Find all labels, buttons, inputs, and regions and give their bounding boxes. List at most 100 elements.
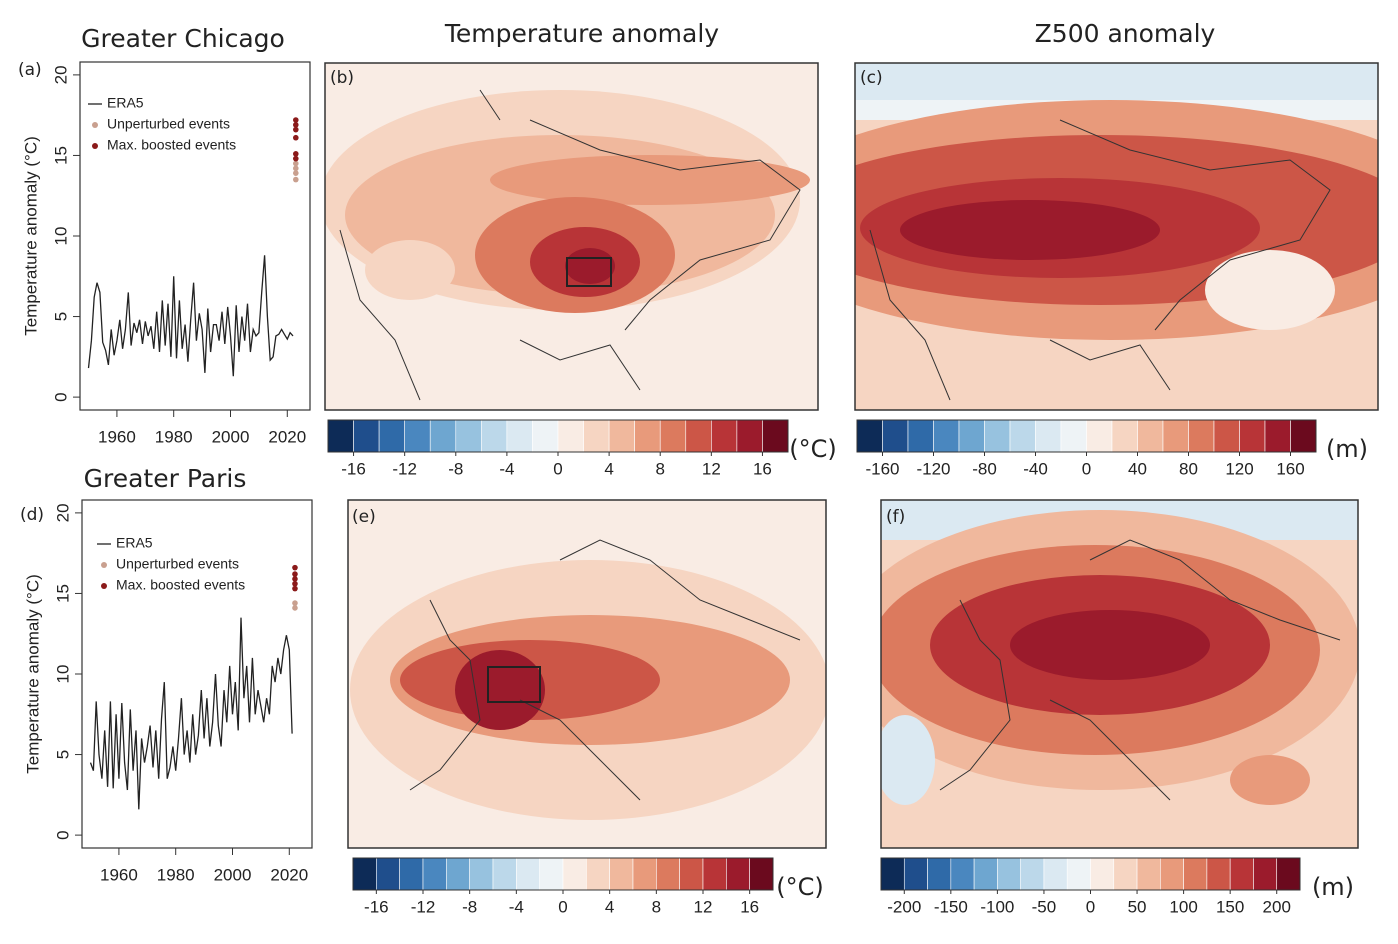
colorbar-bin: [446, 857, 470, 891]
x-tick-label: 2000: [212, 427, 250, 446]
colorbar-bin: [557, 419, 584, 453]
colorbar-tick-label: 40: [1128, 459, 1147, 478]
colorbar-bin: [1111, 419, 1138, 453]
colorbar-tick-label: -100: [980, 897, 1014, 916]
colorbar-bin: [984, 419, 1011, 453]
colorbar-bin: [532, 419, 559, 453]
map-z500-chicago: [855, 63, 1378, 410]
colorbar-bin: [492, 857, 517, 891]
colorbar-bin: [634, 419, 661, 453]
panel-label: (e): [352, 507, 376, 527]
colorbar-bin: [352, 857, 377, 891]
colorbar-tick-label: -12: [392, 459, 417, 478]
colorbar-tick-label: -40: [1023, 459, 1048, 478]
y-tick-label: 15: [53, 584, 72, 603]
colorbar-bin: [726, 857, 750, 891]
event-point: [292, 600, 298, 606]
colorbar-bin: [376, 857, 400, 891]
colorbar-tick-label: 150: [1216, 897, 1244, 916]
colorbar-bin: [1136, 857, 1161, 891]
colorbar-bin: [1162, 419, 1189, 453]
y-tick-label: 10: [51, 227, 70, 246]
series-line: [89, 617, 293, 810]
colorbar-bin: [950, 857, 975, 891]
colorbar-unit: (m): [1312, 873, 1354, 901]
colorbar-bin: [997, 857, 1021, 891]
panel-label: (c): [860, 68, 883, 88]
y-axis-label: Temperature anomaly (°C): [23, 574, 42, 774]
y-tick-label: 20: [51, 65, 70, 84]
colorbar-tick-label: 0: [1082, 459, 1091, 478]
colorbar-bin: [1276, 857, 1301, 891]
panel-title: Greater Chicago: [81, 24, 285, 53]
event-point: [292, 605, 298, 611]
event-point: [293, 151, 299, 157]
colorbar-bin: [1213, 419, 1240, 453]
colorbar-bin: [1090, 857, 1115, 891]
colorbar-tick-label: -80: [972, 459, 997, 478]
colorbar-bin: [679, 857, 704, 891]
colorbar-tick-label: 200: [1263, 897, 1291, 916]
colorbar-bin: [1160, 857, 1184, 891]
colorbar-bin: [656, 857, 680, 891]
colorbar-tick-label: 160: [1276, 459, 1304, 478]
colorbar-bin: [481, 419, 508, 453]
colorbar-bin: [1020, 857, 1045, 891]
colorbar-bin: [1183, 857, 1208, 891]
colorbar-tick-label: -12: [411, 897, 436, 916]
colorbar-bin: [399, 857, 424, 891]
y-tick-label: 0: [51, 392, 70, 401]
colorbar-tick-label: 0: [558, 897, 567, 916]
colorbar-unit: (°C): [789, 435, 836, 463]
colorbar-tick-label: 12: [702, 459, 721, 478]
colorbar-tick-label: -16: [364, 897, 389, 916]
map-z500-paris: [881, 500, 1358, 848]
panel-title: Greater Paris: [84, 464, 247, 493]
colorbar-bin: [1229, 857, 1254, 891]
legend-swatch: [101, 562, 107, 568]
colorbar-bin: [711, 419, 738, 453]
map-frame: [880, 499, 1359, 849]
event-point: [292, 571, 298, 577]
legend-swatch: [92, 143, 98, 149]
event-point: [293, 134, 299, 141]
colorbar-bin: [702, 857, 727, 891]
colorbar-bin: [1035, 419, 1062, 453]
colorbar-bin: [586, 857, 610, 891]
colorbar-bin: [632, 857, 657, 891]
colorbar-bin: [856, 419, 883, 453]
plot-frame: [81, 499, 313, 849]
colorbar-bin: [749, 857, 774, 891]
colorbar-tick-label: 0: [553, 459, 562, 478]
colorbar-bin: [1066, 857, 1091, 891]
legend-label: Unperturbed events: [107, 116, 230, 132]
colorbar-bin: [1043, 857, 1068, 891]
event-point: [292, 576, 298, 582]
colorbar-bin: [1137, 419, 1164, 453]
x-tick-label: 1960: [100, 865, 138, 884]
colorbar-bin: [506, 419, 533, 453]
colorbar-bin: [958, 419, 985, 453]
colorbar-bin: [882, 419, 909, 453]
plot-frame: [79, 61, 311, 411]
legend-label: Max. boosted events: [116, 577, 245, 593]
x-tick-label: 2020: [268, 427, 306, 446]
colorbar-tick-label: 8: [652, 897, 661, 916]
x-tick-label: 2020: [270, 865, 308, 884]
colorbar-bin: [927, 857, 952, 891]
colorbar-bin: [973, 857, 998, 891]
y-tick-label: 10: [53, 665, 72, 684]
y-tick-label: 5: [51, 312, 70, 321]
colorbar-tick-label: 8: [655, 459, 664, 478]
colorbar-bin: [609, 857, 634, 891]
event-point: [293, 165, 299, 172]
colorbar-bin: [327, 419, 354, 453]
colorbar-tick-label: 4: [605, 897, 614, 916]
colorbar-bin: [562, 857, 587, 891]
series-line: [87, 255, 294, 377]
panel-label: (b): [330, 68, 354, 88]
colorbar-bin: [455, 419, 482, 453]
colorbar-bin: [736, 419, 763, 453]
colorbar-bin: [933, 419, 960, 453]
